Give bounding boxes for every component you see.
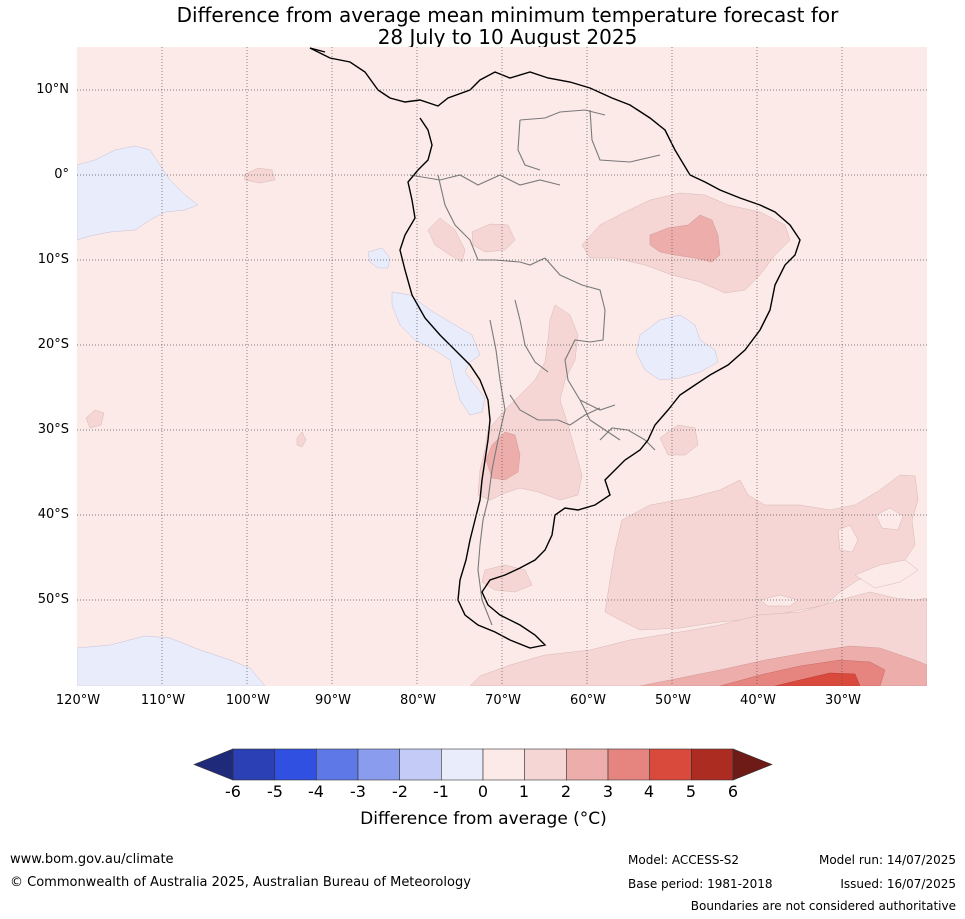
title-line-1: Difference from average mean minimum tem… <box>176 3 839 27</box>
warm-anomaly-colombia <box>471 223 516 253</box>
lon-label-120w: 120°W <box>55 693 101 708</box>
warm-anomaly-atlantic-south <box>604 474 919 631</box>
colorbar-tick-1: 1 <box>518 782 530 801</box>
base-period-text: Base period: 1981-2018 <box>628 877 773 891</box>
warm-anomaly-4-5-southern-ocean <box>774 672 861 686</box>
colorbar-tick-minus-5: -5 <box>267 782 283 801</box>
colorbar-tick-2: 2 <box>560 782 572 801</box>
cool-anomaly-pacific-chile <box>391 291 486 416</box>
lon-label-30w: 30°W <box>825 693 861 708</box>
lon-label-50w: 50°W <box>655 693 691 708</box>
warm-anomaly-ocean-spot-1 <box>243 167 276 184</box>
warm-anomaly-ocean-spot-2 <box>85 409 105 429</box>
colorbar-tick-3: 3 <box>602 782 614 801</box>
map-title: Difference from average mean minimum tem… <box>0 4 965 48</box>
warm-anomaly-ocean-spot-3 <box>296 431 307 448</box>
lon-label-110w: 110°W <box>140 693 186 708</box>
lat-label-10s: 10°S <box>37 252 69 267</box>
colorbar-tick-0: 0 <box>477 782 489 801</box>
lon-label-100w: 100°W <box>225 693 271 708</box>
lat-label-50s: 50°S <box>37 592 69 607</box>
pale-area-1 <box>837 524 859 553</box>
colorbar-tick-minus-3: -3 <box>350 782 366 801</box>
cool-anomaly-galapagos <box>367 247 391 269</box>
warm-anomaly-uruguay <box>659 424 699 456</box>
colorbar-tick-minus-1: -1 <box>433 782 449 801</box>
lat-label-40s: 40°S <box>37 507 69 522</box>
website-link[interactable]: www.bom.gov.au/climate <box>10 852 174 867</box>
lon-label-90w: 90°W <box>315 693 351 708</box>
lat-label-30s: 30°S <box>37 422 69 437</box>
lon-label-60w: 60°W <box>570 693 606 708</box>
disclaimer-text: Boundaries are not considered authoritat… <box>690 899 956 913</box>
colorbar-tick-minus-4: -4 <box>308 782 324 801</box>
warm-anomaly-patagonia <box>481 564 533 593</box>
lon-label-70w: 70°W <box>485 693 521 708</box>
model-run-text: Model run: 14/07/2025 <box>818 853 956 867</box>
colorbar-tick-minus-2: -2 <box>392 782 408 801</box>
colorbar-label: Difference from average (°C) <box>360 809 607 829</box>
coastline <box>309 47 801 649</box>
model-text: Model: ACCESS-S2 <box>628 853 740 867</box>
colorbar-tick-5: 5 <box>685 782 697 801</box>
lat-label-10n: 10°N <box>36 82 69 97</box>
pale-area-4 <box>759 594 799 607</box>
warm-anomaly-peru <box>427 217 466 263</box>
graticule <box>77 47 927 686</box>
issued-text: Issued: 16/07/2025 <box>840 877 956 891</box>
cool-anomaly-south-pacific <box>77 635 266 686</box>
pale-area-3 <box>854 559 919 589</box>
pale-area-2 <box>875 507 904 531</box>
copyright-text: © Commonwealth of Australia 2025, Austra… <box>10 875 471 890</box>
colorbar-tick-4: 4 <box>643 782 655 801</box>
title-line-2: 28 July to 10 August 2025 <box>377 25 638 49</box>
colorbar-tick-6: 6 <box>727 782 739 801</box>
cool-anomaly-pacific-north <box>77 145 199 241</box>
lat-label-0: 0° <box>54 167 69 182</box>
lon-label-80w: 80°W <box>400 693 436 708</box>
lon-label-40w: 40°W <box>740 693 776 708</box>
lat-label-20s: 20°S <box>37 337 69 352</box>
cool-anomaly-brazil <box>635 314 719 381</box>
colorbar-tick-minus-6: -6 <box>225 782 241 801</box>
warm-anomaly-2-3-amazon <box>649 214 721 263</box>
warm-anomaly-2-3-andes <box>485 431 521 481</box>
